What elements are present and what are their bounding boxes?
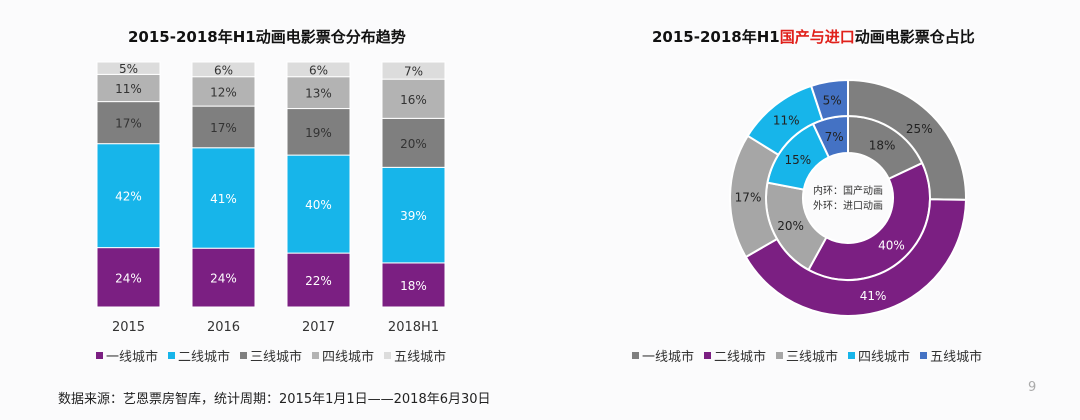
bar-data-label: 41% bbox=[210, 192, 237, 206]
bar-segment bbox=[381, 61, 446, 80]
bar-chart-legend: 一线城市 二线城市 三线城市 四线城市 五线城市 bbox=[96, 346, 446, 365]
bar-data-label: 40% bbox=[305, 198, 332, 212]
bar-data-label: 17% bbox=[210, 121, 237, 135]
donut-data-label: 7% bbox=[825, 130, 844, 144]
legend-label: 三线城市 bbox=[786, 350, 839, 365]
legend-item: 三线城市 bbox=[776, 346, 838, 365]
donut-data-label: 5% bbox=[823, 93, 842, 107]
x-tick-label: 2018H1 bbox=[388, 320, 439, 335]
bar-segment bbox=[96, 101, 161, 145]
donut-data-label: 25% bbox=[906, 122, 933, 136]
donut-title-highlight: 国产与进口 bbox=[779, 28, 855, 46]
legend-label: 五线城市 bbox=[394, 350, 447, 365]
bar-segment bbox=[286, 108, 351, 156]
bar-data-label: 20% bbox=[400, 137, 427, 151]
legend-swatch bbox=[632, 352, 639, 359]
bar-segment bbox=[381, 166, 446, 264]
legend-label: 二线城市 bbox=[178, 350, 231, 365]
donut-data-label: 17% bbox=[735, 190, 762, 204]
legend-label: 二线城市 bbox=[714, 350, 767, 365]
legend-label: 五线城市 bbox=[930, 350, 983, 365]
legend-item: 五线城市 bbox=[920, 346, 982, 365]
outer-ring-slice bbox=[744, 198, 968, 317]
legend-swatch bbox=[920, 352, 928, 359]
legend-label: 四线城市 bbox=[858, 350, 911, 365]
x-tick-label: 2016 bbox=[207, 320, 240, 335]
donut-data-label: 18% bbox=[869, 138, 896, 152]
bar-data-label: 19% bbox=[305, 126, 332, 140]
legend-item: 一线城市 bbox=[96, 346, 158, 365]
legend-swatch bbox=[312, 352, 320, 359]
bar-data-label: 39% bbox=[400, 209, 427, 223]
legend-item: 二线城市 bbox=[168, 346, 230, 365]
bar-data-label: 6% bbox=[309, 63, 328, 77]
legend-item: 一线城市 bbox=[632, 346, 694, 365]
legend-item: 五线城市 bbox=[384, 346, 446, 365]
legend-swatch bbox=[96, 352, 103, 359]
bar-data-label: 16% bbox=[400, 93, 427, 107]
bar-data-label: 24% bbox=[115, 271, 142, 285]
donut-title-part1: 2015-2018年H1 bbox=[652, 28, 780, 46]
legend-swatch bbox=[704, 352, 712, 359]
legend-item: 三线城市 bbox=[240, 346, 302, 365]
legend-label: 一线城市 bbox=[106, 350, 159, 365]
x-tick-label: 2017 bbox=[302, 320, 335, 335]
bar-data-label: 5% bbox=[119, 62, 138, 76]
legend-swatch bbox=[776, 352, 784, 359]
bar-segment bbox=[286, 154, 351, 254]
bar-segment bbox=[191, 61, 256, 78]
donut-title-part3: 动画电影票仓占比 bbox=[854, 28, 975, 46]
donut-data-label: 20% bbox=[777, 219, 804, 233]
legend-label: 四线城市 bbox=[322, 350, 375, 365]
bar-chart-title: 2015-2018年H1动画电影票仓分布趋势 bbox=[128, 28, 406, 46]
outer-ring-slice bbox=[809, 78, 849, 122]
bar-data-label: 17% bbox=[115, 117, 142, 131]
bar-segment bbox=[96, 143, 161, 249]
bar-data-label: 13% bbox=[305, 87, 332, 101]
data-source-note: 数据来源：艺恩票房智库，统计周期：2015年1月1日——2018年6月30日 bbox=[58, 392, 491, 407]
x-tick-label: 2015 bbox=[112, 320, 145, 335]
legend-item: 四线城市 bbox=[312, 346, 374, 365]
donut-data-label: 15% bbox=[784, 153, 811, 167]
bar-data-label: 12% bbox=[210, 85, 237, 99]
legend-swatch bbox=[240, 352, 248, 359]
bar-segment bbox=[191, 76, 256, 107]
donut-chart-title: 2015-2018年H1国产与进口动画电影票仓占比 bbox=[652, 26, 975, 47]
donut-chart-legend: 一线城市 二线城市 三线城市 四线城市 五线城市 bbox=[632, 346, 982, 365]
bar-segment bbox=[286, 76, 351, 110]
bar-segment bbox=[286, 61, 351, 78]
bar-data-label: 11% bbox=[115, 82, 142, 96]
donut-data-label: 11% bbox=[773, 113, 800, 127]
legend-item: 二线城市 bbox=[704, 346, 766, 365]
donut-data-label: 41% bbox=[860, 289, 887, 303]
inner-ring-label: 内环：国产动画 bbox=[813, 186, 883, 197]
bar-data-label: 7% bbox=[404, 65, 423, 79]
bar-segment bbox=[96, 73, 161, 103]
legend-swatch bbox=[384, 352, 392, 359]
bar-data-label: 22% bbox=[305, 274, 332, 288]
legend-swatch bbox=[848, 352, 856, 359]
bar-data-label: 24% bbox=[210, 272, 237, 286]
bar-data-label: 42% bbox=[115, 190, 142, 204]
donut-data-label: 40% bbox=[878, 238, 905, 252]
outer-ring-label: 外环：进口动画 bbox=[813, 201, 883, 212]
bar-segment bbox=[191, 105, 256, 149]
bar-data-label: 6% bbox=[214, 63, 233, 77]
page-number: 9 bbox=[1028, 380, 1037, 395]
bar-segment bbox=[96, 247, 161, 308]
bar-data-label: 18% bbox=[400, 279, 427, 293]
bar-segment bbox=[96, 61, 161, 75]
legend-label: 三线城市 bbox=[250, 350, 303, 365]
legend-swatch bbox=[168, 352, 176, 359]
legend-item: 四线城市 bbox=[848, 346, 910, 365]
donut-center-label: 内环：国产动画 外环：进口动画 bbox=[800, 184, 896, 214]
legend-label: 一线城市 bbox=[642, 350, 695, 365]
